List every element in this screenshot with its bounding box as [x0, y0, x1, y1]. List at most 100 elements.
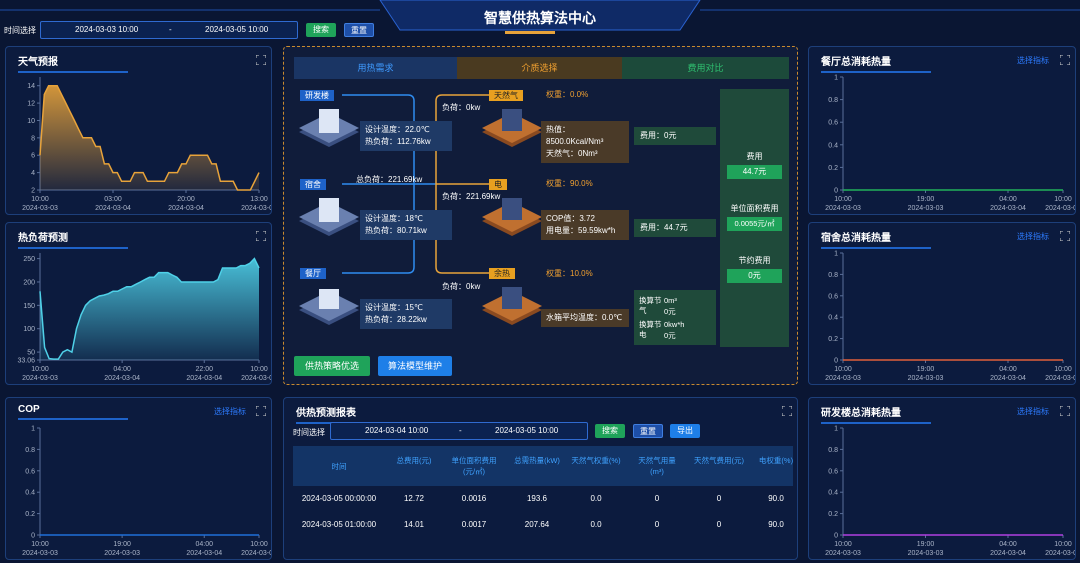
flow-panel: 用热需求 介质选择 费用对比 研发楼 宿舍 餐厅 设计温度：22.0℃ 热负荷：1…	[283, 46, 798, 385]
media-fee: 费用：44.7元	[634, 219, 716, 237]
search-button[interactable]: 搜索	[306, 23, 336, 37]
x-tick-date: 2024-03-03	[22, 550, 58, 557]
panel-title: 宿舍总消耗热量	[821, 229, 931, 249]
model-button[interactable]: 算法模型维护	[378, 356, 452, 376]
info-line: 用电量：59.59kw*h	[546, 226, 616, 235]
conversion-label: 换算节电	[639, 320, 662, 339]
date-separator: -	[169, 25, 172, 34]
y-tick-label: 0.6	[25, 468, 35, 475]
y-tick-label: 0.2	[828, 165, 838, 172]
x-tick-date: 2024-03-03	[825, 375, 861, 382]
y-tick-label: 1	[834, 75, 838, 82]
x-tick-date: 2024-03-04	[241, 550, 271, 557]
header-decoration	[0, 0, 1080, 34]
y-tick-label: 14	[27, 83, 35, 90]
expand-icon[interactable]	[1060, 406, 1070, 416]
tab[interactable]: 费用对比	[622, 57, 789, 79]
column-header: 时间	[331, 462, 347, 471]
area	[40, 258, 259, 360]
x-tick-label: 10:00	[1054, 366, 1072, 373]
panel-title: COP	[18, 404, 128, 420]
area	[40, 85, 259, 190]
x-tick-label: 19:00	[113, 541, 131, 548]
metric-link[interactable]: 选择指标	[214, 407, 246, 416]
x-tick-label: 19:00	[917, 541, 935, 548]
weather-panel: 天气预报 2 4 6 8 10 12 14 10:00 2024-03-03 03:00 2024-0…	[5, 46, 272, 215]
x-tick-date: 2024-03-04	[168, 205, 204, 212]
info-line: 水箱平均温度：0.0℃	[546, 313, 623, 322]
y-tick-label: 8	[31, 135, 35, 142]
building-icons	[299, 109, 359, 325]
x-tick-date: 2024-03-04	[104, 375, 140, 382]
summary-label: 节约费用	[738, 256, 771, 265]
x-tick-date: 2024-03-03	[825, 205, 861, 212]
building-label: 宿舍	[300, 179, 326, 190]
y-tick-label: 0.4	[828, 315, 838, 322]
time-label: 时间选择	[293, 428, 325, 437]
panel-title: 热负荷预测	[18, 229, 128, 249]
expand-icon[interactable]	[256, 231, 266, 241]
x-tick-label: 10:00	[250, 541, 268, 548]
expand-icon[interactable]	[256, 406, 266, 416]
building-info: 设计温度：18℃ 热负荷：80.71kw	[360, 210, 452, 240]
metric-link[interactable]: 选择指标	[1017, 56, 1049, 65]
table-cell: 0.0017	[461, 520, 487, 529]
line	[39, 257, 260, 360]
export-button[interactable]: 导出	[670, 424, 700, 438]
date-range[interactable]: 2024-03-04 10:00 - 2024-03-05 10:00	[330, 422, 588, 440]
column-header: 总需热量(kW)	[514, 456, 560, 465]
y-tick-label: 0.8	[828, 97, 838, 104]
x-tick-date: 2024-03-03	[908, 375, 944, 382]
x-tick-label: 04:00	[999, 196, 1017, 203]
building-info: 设计温度：15℃ 热负荷：28.22kw	[360, 299, 452, 329]
y-tick-label: 250	[23, 256, 35, 263]
table-cell: 0	[716, 494, 722, 503]
expand-icon[interactable]	[1060, 55, 1070, 65]
x-tick-date: 2024-03-03	[825, 550, 861, 557]
expand-icon[interactable]	[1060, 231, 1070, 241]
column-header: 单位面积费用(元/㎡)	[451, 456, 497, 476]
design-temp: 设计温度：18℃	[365, 214, 423, 223]
table-cell: 14.01	[403, 520, 425, 529]
table-cell: 0.0	[590, 494, 602, 503]
chart: 0 0.2 0.4 0.6 0.8 1 10:00 2024-03-03 19:00 2024-0…	[825, 251, 1075, 383]
metric-link[interactable]: 选择指标	[1017, 232, 1049, 241]
x-tick-date: 2024-03-03	[22, 205, 58, 212]
x-tick-date: 2024-03-04	[1045, 205, 1075, 212]
table-cell: 0	[654, 520, 660, 529]
metric-link[interactable]: 选择指标	[1017, 407, 1049, 416]
building-label: 餐厅	[300, 268, 326, 279]
tab[interactable]: 介质选择	[457, 57, 622, 79]
expand-icon[interactable]	[256, 55, 266, 65]
reset-button[interactable]: 重置	[633, 424, 663, 438]
x-tick-label: 10:00	[31, 366, 49, 373]
summary-label: 费用	[746, 152, 763, 161]
time-label: 时间选择	[4, 26, 36, 35]
y-tick-label: 0.4	[828, 142, 838, 149]
x-tick-label: 22:00	[195, 366, 213, 373]
strategy-button[interactable]: 供热策略优选	[294, 356, 370, 376]
tab[interactable]: 用热需求	[294, 57, 457, 79]
x-tick-date: 2024-03-04	[990, 550, 1026, 557]
y-tick-label: 10	[27, 118, 35, 125]
reset-button[interactable]: 重置	[344, 23, 374, 37]
end-date: 2024-03-05 10:00	[205, 25, 269, 34]
table-cell: 2024-03-05 01:00:00	[301, 520, 377, 529]
summary-value: 0.0055元/㎡	[727, 217, 782, 231]
column-header: 天然气权重(%)	[571, 456, 621, 465]
date-range[interactable]: 2024-03-03 10:00 - 2024-03-05 10:00	[40, 21, 298, 39]
x-tick-label: 10:00	[834, 196, 852, 203]
search-button[interactable]: 搜索	[595, 424, 625, 438]
column-header: 电权重(%)	[758, 456, 794, 465]
y-tick-label: 150	[23, 303, 35, 310]
start-date: 2024-03-03 10:00	[75, 25, 139, 34]
x-tick-date: 2024-03-03	[908, 550, 944, 557]
table-cell: 90.0	[768, 494, 784, 503]
column-header: 天然气用量(m³)	[638, 456, 676, 476]
media-weight: 权重：10.0%	[546, 269, 593, 278]
table-cell: 0	[716, 520, 722, 529]
x-tick-date: 2024-03-05	[241, 375, 271, 382]
x-tick-label: 10:00	[1054, 541, 1072, 548]
